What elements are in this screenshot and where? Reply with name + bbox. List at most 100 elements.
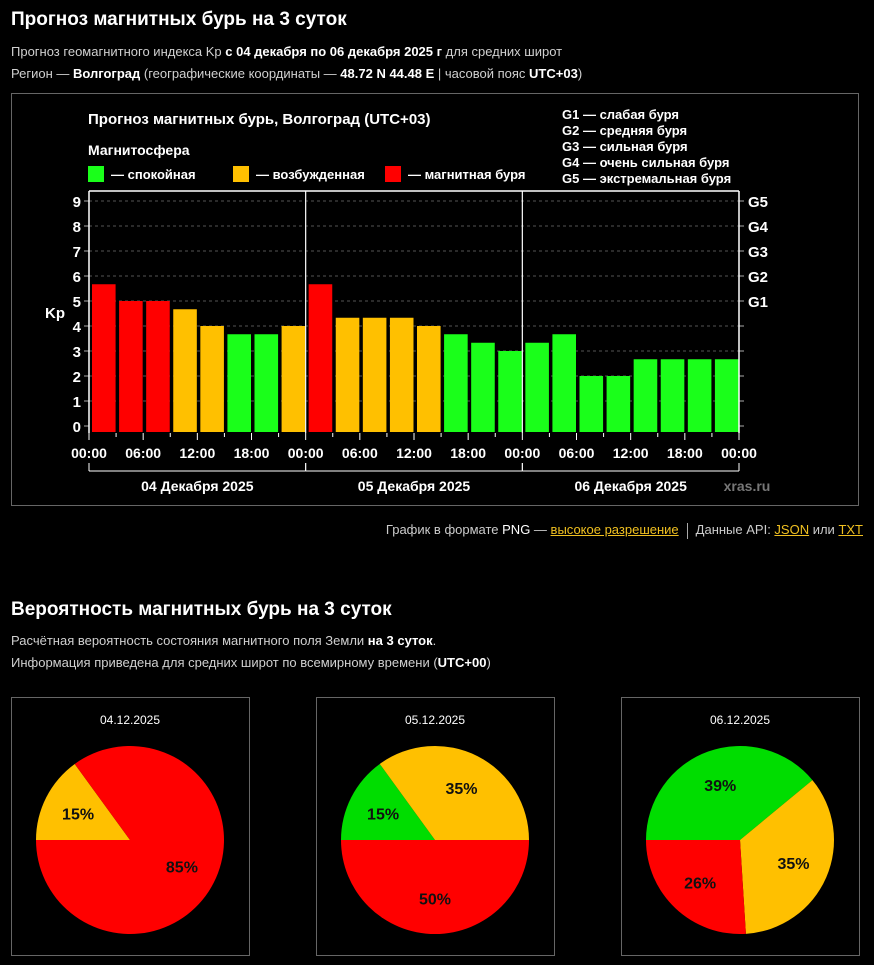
y-tick-label: 4	[73, 319, 82, 336]
x-tick-label: 18:00	[450, 445, 486, 461]
day-label: 06 Декабря 2025	[574, 478, 687, 494]
pie-card-day1: 04.12.2025 15% 85%	[11, 697, 250, 956]
legend-swatch	[233, 166, 249, 182]
kp-bar	[146, 301, 170, 432]
x-tick-label: 12:00	[613, 445, 649, 461]
chart-title: Прогноз магнитных бурь, Волгоград (UTC+0…	[88, 111, 431, 128]
x-tick-label: 00:00	[504, 445, 540, 461]
x-tick-label: 06:00	[342, 445, 378, 461]
hires-link[interactable]: высокое разрешение	[550, 522, 679, 537]
forecast-subtitle: Прогноз геомагнитного индекса Kp с 04 де…	[11, 44, 563, 59]
y-tick-label: 3	[73, 344, 81, 361]
probability-title: Вероятность магнитных бурь на 3 суток	[11, 599, 392, 620]
y-tick-label: 7	[73, 244, 81, 261]
x-tick-label: 00:00	[288, 445, 324, 461]
kp-bar	[633, 359, 658, 432]
x-tick-label: 18:00	[234, 445, 270, 461]
kp-bar	[389, 317, 414, 432]
pie-slice	[341, 763, 435, 840]
watermark: xras.ru	[724, 478, 771, 494]
kp-bar	[254, 334, 279, 432]
chart-footer: График в формате PNG — высокое разрешени…	[385, 522, 863, 539]
g-scale-item: G5 — экстремальная буря	[562, 171, 731, 186]
divider	[686, 522, 688, 539]
coordinates: 48.72 N 44.48 E	[340, 66, 435, 81]
txt-link[interactable]: TXT	[838, 522, 863, 537]
y-tick-label: 1	[73, 394, 81, 411]
y-axis-label: Kp	[45, 305, 65, 322]
kp-bar	[200, 326, 224, 432]
probability-note: Информация приведена для средних широт п…	[11, 655, 491, 670]
pie-slice	[36, 746, 225, 934]
kp-bar	[362, 317, 387, 432]
pie-label: 26%	[684, 875, 716, 892]
pie-label: 35%	[445, 781, 477, 798]
pie-slice	[36, 763, 130, 840]
pie-slice	[646, 840, 746, 934]
x-tick-label: 12:00	[396, 445, 432, 461]
g-tick-label: G2	[748, 269, 768, 286]
region-name: Волгоград	[72, 66, 141, 81]
g-tick-label: G4	[748, 219, 769, 236]
pie-slice	[379, 746, 529, 840]
x-tick-label: 06:00	[559, 445, 595, 461]
kp-bar	[281, 326, 306, 432]
day-label: 05 Декабря 2025	[358, 478, 471, 494]
y-tick-label: 0	[73, 419, 81, 436]
pie-label: 50%	[419, 891, 451, 908]
x-tick-label: 06:00	[125, 445, 161, 461]
legend-swatch	[385, 166, 401, 182]
kp-bar	[606, 376, 631, 432]
kp-bar	[227, 334, 251, 432]
kp-bar	[119, 301, 143, 432]
legend-label: — возбужденная	[256, 167, 365, 182]
pie-chart-day2: 05.12.2025 15% 35% 50%	[341, 713, 529, 934]
x-tick-label: 12:00	[179, 445, 215, 461]
pie-card-day3: 06.12.2025 39% 35% 26%	[621, 697, 860, 956]
x-tick-label: 00:00	[71, 445, 107, 461]
pie-slice	[341, 840, 529, 934]
kp-bar-chart: Прогноз магнитных бурь, Волгоград (UTC+0…	[45, 107, 771, 494]
g-tick-label: G3	[748, 244, 768, 261]
pie-chart-day1: 04.12.2025 15% 85%	[36, 713, 225, 934]
day-label: 04 Декабря 2025	[141, 478, 254, 494]
pie-label: 35%	[777, 856, 809, 873]
kp-bar	[714, 359, 739, 432]
pie-date: 04.12.2025	[100, 713, 160, 727]
legend-label: — магнитная буря	[408, 167, 525, 182]
kp-chart-frame: Прогноз магнитных бурь, Волгоград (UTC+0…	[11, 93, 859, 506]
kp-bar	[525, 342, 549, 432]
g-tick-label: G5	[748, 194, 768, 211]
pie-slice	[646, 746, 813, 840]
kp-bar	[687, 359, 712, 432]
g-scale-item: G4 — очень сильная буря	[562, 155, 729, 170]
y-tick-label: 8	[73, 219, 81, 236]
probability-subtitle: Расчётная вероятность состояния магнитно…	[11, 633, 437, 648]
y-tick-label: 9	[73, 194, 81, 211]
pie-label: 85%	[166, 859, 198, 876]
kp-bar	[660, 359, 685, 432]
y-tick-label: 6	[73, 269, 81, 286]
kp-bar	[417, 326, 441, 432]
forecast-title: Прогноз магнитных бурь на 3 суток	[11, 9, 347, 30]
g-scale-item: G2 — средняя буря	[562, 123, 687, 138]
g-tick-label: G1	[748, 294, 768, 311]
pie-label: 15%	[367, 807, 399, 824]
region-info: Регион — Волгоград (географические коорд…	[11, 66, 583, 81]
kp-bar	[308, 284, 333, 432]
pie-label: 15%	[62, 807, 94, 824]
pie-chart-day3: 06.12.2025 39% 35% 26%	[646, 713, 834, 934]
g-scale-item: G3 — сильная буря	[562, 139, 688, 154]
pie-date: 05.12.2025	[405, 713, 465, 727]
y-tick-label: 2	[73, 369, 81, 386]
legend-label: — спокойная	[111, 167, 196, 182]
legend-title: Магнитосфера	[88, 142, 190, 158]
pie-slice	[740, 780, 834, 934]
kp-bar	[498, 351, 522, 432]
kp-bar	[173, 309, 197, 432]
g-scale-item: G1 — слабая буря	[562, 107, 679, 122]
kp-bar	[471, 342, 495, 432]
json-link[interactable]: JSON	[774, 522, 810, 537]
y-tick-label: 5	[73, 294, 81, 311]
x-tick-label: 00:00	[721, 445, 757, 461]
